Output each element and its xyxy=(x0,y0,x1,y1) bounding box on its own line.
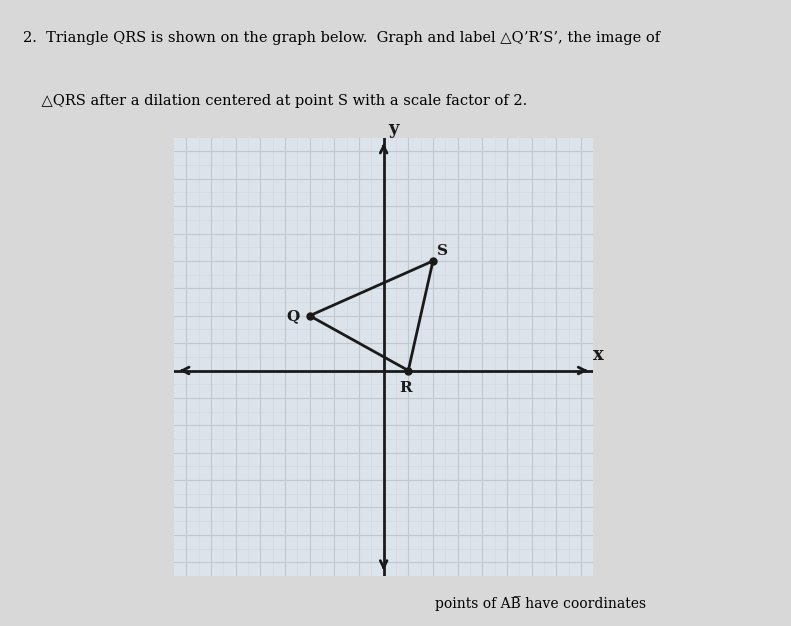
Text: △QRS after a dilation centered at point S with a scale factor of 2.: △QRS after a dilation centered at point … xyxy=(24,94,528,108)
Text: S: S xyxy=(437,244,448,259)
Text: points of AB̅ have coordinates: points of AB̅ have coordinates xyxy=(435,596,646,611)
Text: Q: Q xyxy=(286,309,300,323)
Text: x: x xyxy=(593,346,604,364)
Text: R: R xyxy=(399,381,412,396)
Text: 2.  Triangle QRS is shown on the graph below.  Graph and label △Q’R’S’, the imag: 2. Triangle QRS is shown on the graph be… xyxy=(24,31,660,45)
Text: y: y xyxy=(388,120,399,138)
